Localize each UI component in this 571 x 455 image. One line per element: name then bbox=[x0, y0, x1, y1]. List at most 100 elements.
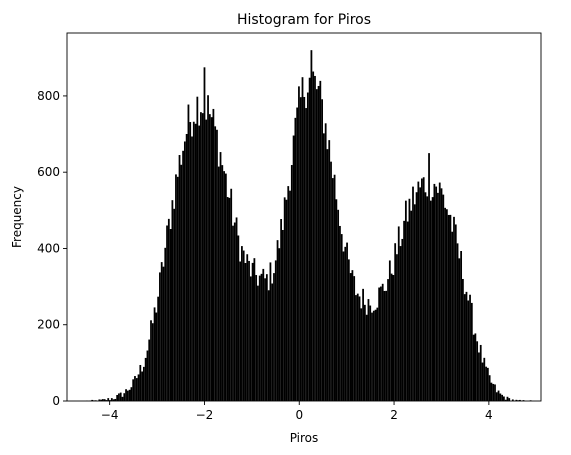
histogram-bar bbox=[239, 261, 242, 401]
histogram-bar bbox=[128, 389, 131, 401]
histogram-bar bbox=[224, 173, 227, 401]
histogram-bar bbox=[326, 149, 329, 401]
histogram-bar bbox=[317, 85, 320, 402]
histogram-bar bbox=[456, 243, 459, 401]
x-tick-label: −2 bbox=[196, 408, 214, 422]
histogram-bar bbox=[241, 246, 243, 401]
histogram-bar bbox=[330, 161, 332, 401]
histogram-bar bbox=[208, 114, 211, 402]
histogram-bar bbox=[212, 108, 215, 402]
histogram-bar bbox=[251, 262, 254, 401]
histogram-bar bbox=[194, 123, 197, 402]
histogram-bar bbox=[380, 286, 382, 401]
histogram-bar bbox=[481, 362, 484, 401]
histogram-bar bbox=[438, 182, 441, 401]
histogram-bar bbox=[151, 323, 154, 401]
histogram-bar bbox=[132, 379, 135, 401]
histogram-bar bbox=[394, 243, 397, 401]
histogram-bar bbox=[260, 273, 263, 401]
y-axis-label: Frequency bbox=[10, 186, 24, 248]
histogram-bar bbox=[421, 178, 423, 401]
y-tick-label: 200 bbox=[37, 318, 60, 332]
histogram-bar bbox=[501, 394, 504, 401]
histogram-bar bbox=[244, 262, 247, 401]
histogram-bar bbox=[374, 309, 377, 401]
histogram-bar bbox=[223, 171, 225, 401]
histogram-bar bbox=[508, 398, 511, 401]
histogram-bar bbox=[376, 307, 379, 401]
histogram-bar bbox=[112, 399, 115, 401]
histogram-bar bbox=[472, 334, 475, 401]
histogram-bar bbox=[346, 242, 348, 401]
histogram-bar bbox=[314, 75, 316, 401]
histogram-bar bbox=[285, 199, 288, 401]
histogram-bar bbox=[182, 150, 184, 401]
histogram-bar bbox=[310, 50, 313, 402]
histogram-bar bbox=[280, 219, 283, 401]
histogram-bar bbox=[497, 390, 500, 401]
histogram-bar bbox=[504, 399, 507, 401]
histogram-bar bbox=[369, 305, 372, 401]
histogram-bar bbox=[258, 275, 261, 401]
histogram-bar bbox=[125, 389, 127, 401]
histogram-bar bbox=[437, 192, 439, 401]
histogram-bar bbox=[178, 155, 181, 401]
histogram-bar bbox=[298, 86, 300, 401]
histogram-bar bbox=[499, 393, 502, 401]
histogram-bar bbox=[431, 197, 434, 401]
histogram-bar bbox=[109, 400, 111, 401]
histogram-bar bbox=[331, 178, 334, 401]
histogram-bar bbox=[134, 376, 136, 401]
histogram-bar bbox=[424, 192, 427, 401]
histogram-bar bbox=[351, 270, 354, 401]
histogram-bar bbox=[419, 187, 422, 401]
histogram-bar bbox=[162, 266, 165, 401]
histogram-bar bbox=[226, 197, 229, 401]
histogram-bar bbox=[157, 296, 160, 401]
histogram-bar bbox=[248, 260, 250, 401]
histogram-bar bbox=[440, 188, 443, 401]
histogram-bar bbox=[433, 183, 436, 401]
histogram-bar bbox=[233, 222, 236, 401]
histogram-bar bbox=[467, 300, 470, 401]
histogram-bar bbox=[476, 341, 479, 401]
histogram-bar bbox=[283, 197, 286, 401]
histogram-bar bbox=[289, 190, 291, 401]
histogram-bar bbox=[490, 382, 493, 401]
x-tick-label: 2 bbox=[390, 408, 398, 422]
histogram-bar bbox=[483, 357, 486, 401]
histogram-bar bbox=[492, 383, 495, 401]
histogram-bar bbox=[141, 371, 143, 401]
histogram-bar bbox=[189, 122, 192, 402]
histogram-bar bbox=[371, 312, 373, 401]
histogram-bar bbox=[294, 117, 297, 401]
histogram-bar bbox=[100, 399, 103, 401]
histogram-bar bbox=[322, 133, 325, 401]
x-tick-label: 0 bbox=[295, 408, 303, 422]
histogram-bar bbox=[126, 390, 129, 401]
histogram-bar bbox=[383, 290, 386, 401]
histogram-bar bbox=[363, 304, 366, 401]
histogram-bar bbox=[367, 299, 370, 401]
histogram-bar bbox=[273, 273, 275, 401]
histogram-bar bbox=[110, 398, 113, 401]
histogram-bar bbox=[232, 225, 234, 401]
histogram-bar bbox=[378, 287, 381, 401]
histogram-bar bbox=[228, 197, 231, 401]
histogram-bar bbox=[198, 125, 201, 401]
histogram-bar bbox=[463, 294, 466, 401]
histogram-bar bbox=[486, 367, 489, 401]
histogram-bar bbox=[216, 129, 218, 401]
histogram-bar bbox=[415, 192, 418, 401]
histogram-bar bbox=[353, 276, 356, 401]
histogram-bar bbox=[470, 302, 473, 401]
histogram-bar bbox=[155, 312, 158, 401]
histogram-bar bbox=[408, 198, 411, 401]
histogram-bar bbox=[276, 240, 279, 401]
chart-title: Histogram for Piros bbox=[237, 12, 371, 28]
histogram-bar bbox=[267, 290, 270, 401]
histogram-bar bbox=[98, 399, 101, 401]
histogram-bar bbox=[356, 293, 359, 401]
histogram-bar bbox=[387, 279, 389, 401]
histogram-bar bbox=[337, 209, 340, 401]
